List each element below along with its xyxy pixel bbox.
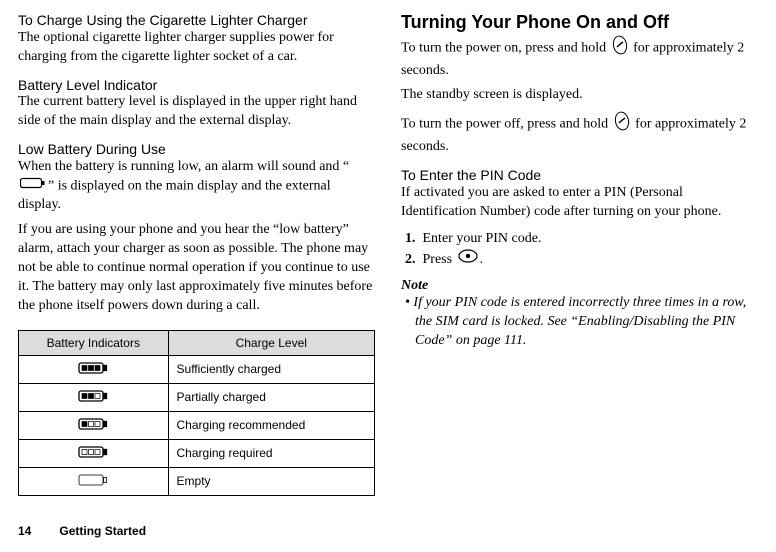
pin-steps: 1. Enter your PIN code. 2. Press . (401, 228, 758, 270)
para-power-on: To turn the power on, press and hold for… (401, 35, 758, 81)
battery-empty-icon (20, 177, 46, 196)
page-number: 14 (18, 524, 31, 538)
battery-indicator-icon (19, 411, 169, 439)
charge-level-label: Charging required (168, 439, 374, 467)
note-label: Note (401, 278, 758, 294)
page-footer: 14 Getting Started (18, 524, 146, 538)
heading-cigarette-charger: To Charge Using the Cigarette Lighter Ch… (18, 12, 375, 29)
para-low-battery-2: If you are using your phone and you hear… (18, 221, 375, 315)
para-cigarette-charger: The optional cigarette lighter charger s… (18, 29, 375, 67)
center-key-icon (458, 249, 478, 270)
charge-level-label: Charging recommended (168, 411, 374, 439)
col-header-level: Charge Level (168, 330, 374, 355)
heading-pin-code: To Enter the PIN Code (401, 167, 758, 184)
battery-indicator-icon (19, 355, 169, 383)
table-row: Partially charged (19, 383, 375, 411)
para-standby: The standby screen is displayed. (401, 86, 758, 105)
table-row: Charging required (19, 439, 375, 467)
battery-indicator-icon (19, 383, 169, 411)
table-row: Charging recommended (19, 411, 375, 439)
battery-table: Battery Indicators Charge Level Sufficie… (18, 330, 375, 496)
table-row: Empty (19, 467, 375, 495)
charge-level-label: Partially charged (168, 383, 374, 411)
heading-battery-level: Battery Level Indicator (18, 77, 375, 94)
right-column: Turning Your Phone On and Off To turn th… (401, 12, 758, 496)
note-text: • If your PIN code is entered incorrectl… (401, 294, 758, 351)
end-key-icon (614, 111, 630, 138)
left-column: To Charge Using the Cigarette Lighter Ch… (18, 12, 375, 496)
heading-power-onoff: Turning Your Phone On and Off (401, 12, 758, 33)
col-header-indicators: Battery Indicators (19, 330, 169, 355)
para-power-off: To turn the power off, press and hold fo… (401, 111, 758, 157)
end-key-icon (612, 35, 628, 62)
para-low-battery-1: When the battery is running low, an alar… (18, 158, 375, 215)
battery-indicator-icon (19, 467, 169, 495)
table-row: Sufficiently charged (19, 355, 375, 383)
para-battery-level: The current battery level is displayed i… (18, 93, 375, 131)
para-pin-intro: If activated you are asked to enter a PI… (401, 184, 758, 222)
charge-level-label: Sufficiently charged (168, 355, 374, 383)
step-1: 1. Enter your PIN code. (401, 228, 758, 249)
step-2: 2. Press . (401, 249, 758, 270)
battery-indicator-icon (19, 439, 169, 467)
section-name: Getting Started (59, 524, 146, 538)
charge-level-label: Empty (168, 467, 374, 495)
heading-low-battery: Low Battery During Use (18, 141, 375, 158)
